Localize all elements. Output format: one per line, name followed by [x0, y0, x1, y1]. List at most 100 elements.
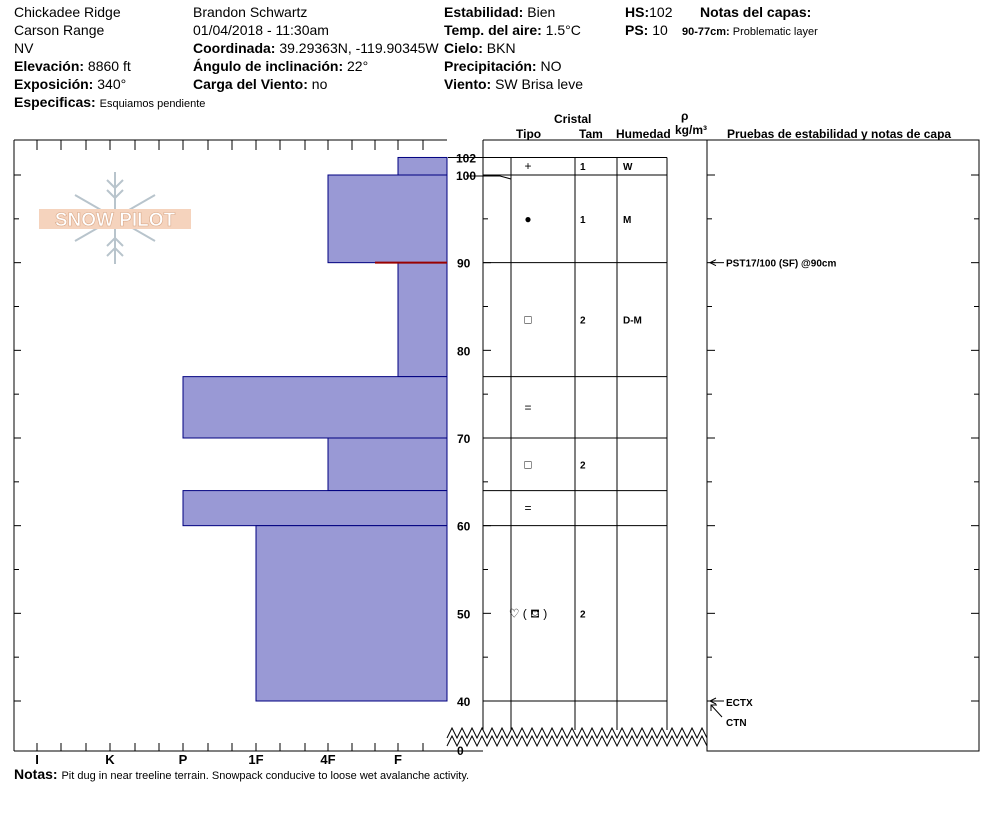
specifics-row: Especificas: Esquiamos pendiente — [14, 94, 205, 112]
datetime: 01/04/2018 - 11:30am — [193, 22, 329, 38]
cristal-header: Cristal — [554, 112, 592, 126]
crystal-type-6: ♡ ( ⛾ ) — [509, 606, 548, 620]
location: Chickadee Ridge — [14, 4, 121, 20]
specifics-label: Especificas: — [14, 94, 96, 110]
wind-load-label: Carga del Viento: — [193, 76, 308, 92]
logo-text: SNOW PILOT — [55, 210, 176, 231]
y-tick-label: 40 — [457, 695, 471, 709]
stability-value: Bien — [527, 4, 556, 20]
y-tick-label: 60 — [457, 520, 471, 534]
tests-box — [706, 139, 980, 752]
notes-label: Notas: — [14, 766, 58, 782]
slope-label: Ángulo de inclinación: — [193, 58, 344, 74]
layer-note-row: 90-77cm: Problematic layer — [682, 24, 818, 40]
moisture-0: W — [623, 162, 633, 173]
crystal-type-3: = — [524, 400, 531, 414]
stability-row: Estabilidad: Bien — [444, 4, 555, 20]
ps-label: PS: — [625, 22, 649, 38]
wind-label: Viento: — [444, 76, 492, 92]
x-category-K: K — [105, 752, 115, 767]
coord-value: 39.29363N, -119.90345W — [279, 40, 439, 56]
precip-label: Precipitación: — [444, 58, 537, 74]
elevation-value: 8860 ft — [87, 58, 131, 74]
coord-row: Coordinada: 39.29363N, -119.90345W — [193, 40, 439, 56]
wind-load-value: no — [311, 76, 328, 92]
test-arrowhead-0 — [708, 259, 717, 267]
notes-text: Pit dug in near treeline terrain. Snowpa… — [61, 770, 470, 782]
hardness-bar-5 — [182, 490, 448, 527]
coord-label: Coordinada: — [193, 40, 276, 56]
test-arrowhead-1 — [708, 697, 717, 705]
precip-row: Precipitación: NO — [444, 58, 561, 74]
axis-break-upper — [446, 726, 708, 740]
wind-load-row: Carga del Viento: no — [193, 76, 327, 92]
hardness-bar-0 — [397, 156, 448, 176]
test-arrow-2 — [710, 704, 723, 718]
aspect-value: 340° — [97, 76, 127, 92]
state: NV — [14, 40, 34, 56]
layer-notes-label: Notas del capas: — [700, 4, 812, 20]
hs-label: HS: — [625, 4, 650, 20]
crystal-type-2: □ — [524, 313, 531, 327]
snowpilot-logo: SNOW PILOT — [39, 172, 191, 264]
moisture-2: D-M — [623, 316, 642, 327]
aspect-row: Exposición: 340° — [14, 76, 126, 92]
test-arrowhead-2 — [710, 704, 717, 711]
layer-note-range: 90-77cm: — [682, 26, 730, 38]
density-unit-header: kg/m³ — [675, 123, 708, 137]
stability-test-1: ECTX — [726, 698, 753, 709]
y-label-top: 102 — [456, 151, 476, 165]
layer-note-text: Problematic layer — [732, 26, 818, 38]
humedad-header: Humedad — [616, 127, 671, 141]
slope-row: Ángulo de inclinación: 22° — [193, 58, 368, 74]
slope-value: 22° — [347, 58, 369, 74]
depth-connector — [466, 175, 512, 180]
hardness-bar-1 — [327, 174, 448, 264]
air-temp-row: Temp. del aire: 1.5°C — [444, 22, 581, 38]
stability-test-0: PST17/100 (SF) @90cm — [726, 259, 836, 270]
tam-header: Tam — [579, 127, 603, 141]
hardness-bar-4 — [327, 437, 448, 492]
crystal-size-6: 2 — [580, 609, 586, 620]
sky-value: BKN — [486, 40, 516, 56]
stability-label: Estabilidad: — [444, 4, 524, 20]
specifics-value: Esquiamos pendiente — [99, 98, 206, 110]
crystal-size-2: 2 — [580, 316, 586, 327]
tipo-header: Tipo — [516, 127, 542, 141]
tests-header: Pruebas de estabilidad y notas de capa — [727, 127, 952, 141]
x-category-F: F — [394, 752, 402, 767]
range: Carson Range — [14, 22, 105, 38]
ps-value: 10 — [652, 22, 668, 38]
moisture-1: M — [623, 215, 631, 226]
crystal-size-0: 1 — [580, 162, 586, 173]
hardness-bar-3 — [182, 376, 448, 439]
observer: Brandon Schwartz — [193, 4, 308, 20]
crystal-type-0: + — [524, 159, 531, 173]
hardness-bar-6 — [255, 525, 448, 702]
x-category-I: I — [35, 752, 39, 767]
y-tick-label: 50 — [457, 607, 471, 621]
crystal-size-4: 2 — [580, 460, 586, 471]
ps-row: PS: 10 — [625, 22, 668, 38]
hardness-bar-2 — [397, 262, 448, 378]
x-category-P: P — [179, 752, 188, 767]
hs-row: HS:102 — [625, 4, 672, 20]
crystal-size-1: 1 — [580, 215, 586, 226]
aspect-label: Exposición: — [14, 76, 94, 92]
notes-row: Notas: Pit dug in near treeline terrain.… — [14, 766, 469, 784]
wind-value: SW Brisa leve — [495, 76, 584, 92]
hs-value: 102 — [649, 4, 673, 20]
sky-label: Cielo: — [444, 40, 483, 56]
x-category-4F: 4F — [320, 752, 335, 767]
precip-value: NO — [540, 58, 562, 74]
elevation-label: Elevación: — [14, 58, 85, 74]
rho-header: ρ — [681, 109, 689, 123]
y-tick-label: 80 — [457, 344, 471, 358]
stability-test-2: CTN — [726, 718, 747, 729]
y-tick-label: 70 — [457, 432, 471, 446]
logo-banner — [39, 209, 191, 229]
air-temp-value: 1.5°C — [545, 22, 581, 38]
axis-break-lower — [446, 734, 708, 748]
